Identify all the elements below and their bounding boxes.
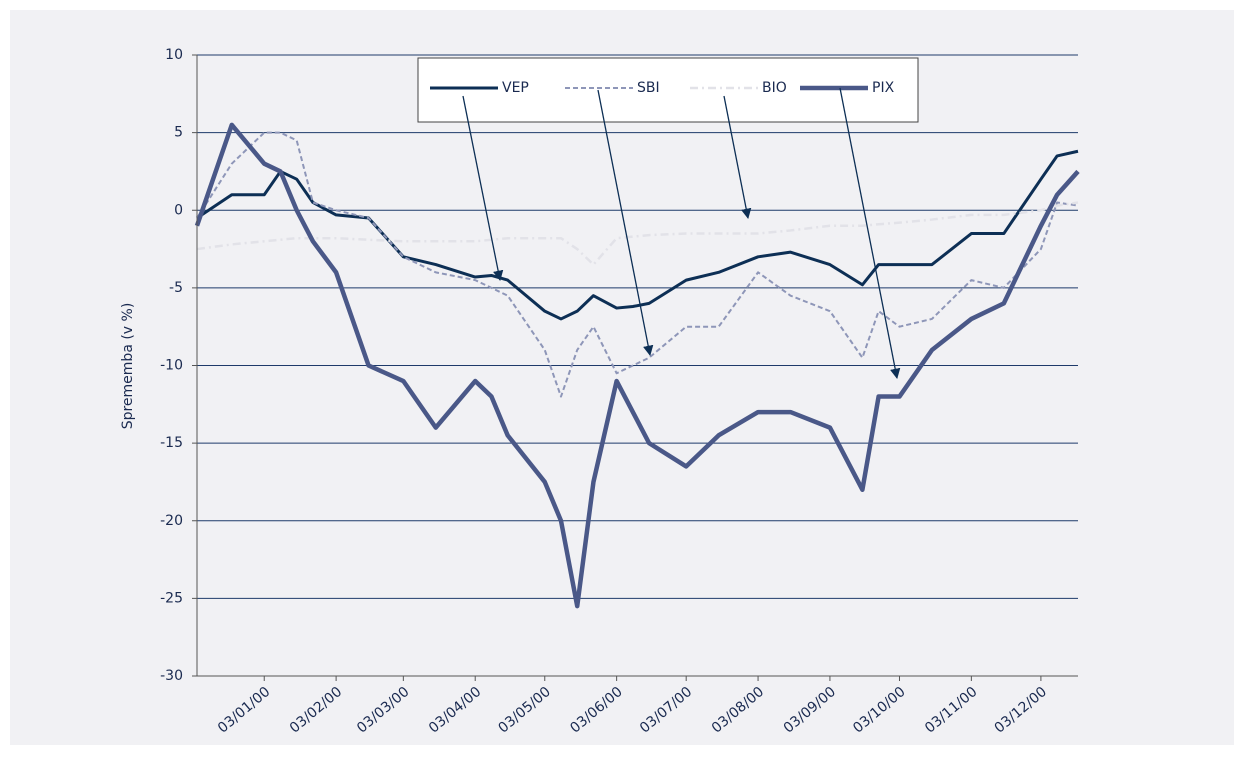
legend-label: VEP [502,80,529,96]
y-tick-label: -15 [160,435,183,451]
series-line [196,149,1079,321]
legend-label: PIX [872,80,895,96]
arrow [597,89,654,357]
legend-label: BIO [762,80,787,96]
arrow [723,95,752,220]
legend-label: SBI [637,80,660,96]
y-tick-label: 10 [165,47,183,63]
series-line [194,122,1080,609]
annotation-arrows [462,87,901,380]
series-line [196,131,1079,398]
series-line [196,201,1079,266]
lines [194,122,1080,609]
y-tick-label: -30 [160,668,183,684]
y-tick-label: -5 [169,280,183,296]
y-tick-label: 0 [174,202,183,218]
y-tick-label: 5 [174,125,183,141]
y-tick-label: -20 [160,513,183,529]
arrow [462,95,504,282]
legend: VEP SBI BIO PIX [430,80,895,96]
y-tick-label: -10 [160,358,183,374]
y-axis-label: Sprememba (v %) [120,303,136,430]
arrow [839,87,901,380]
y-tick-label: -25 [160,590,183,606]
